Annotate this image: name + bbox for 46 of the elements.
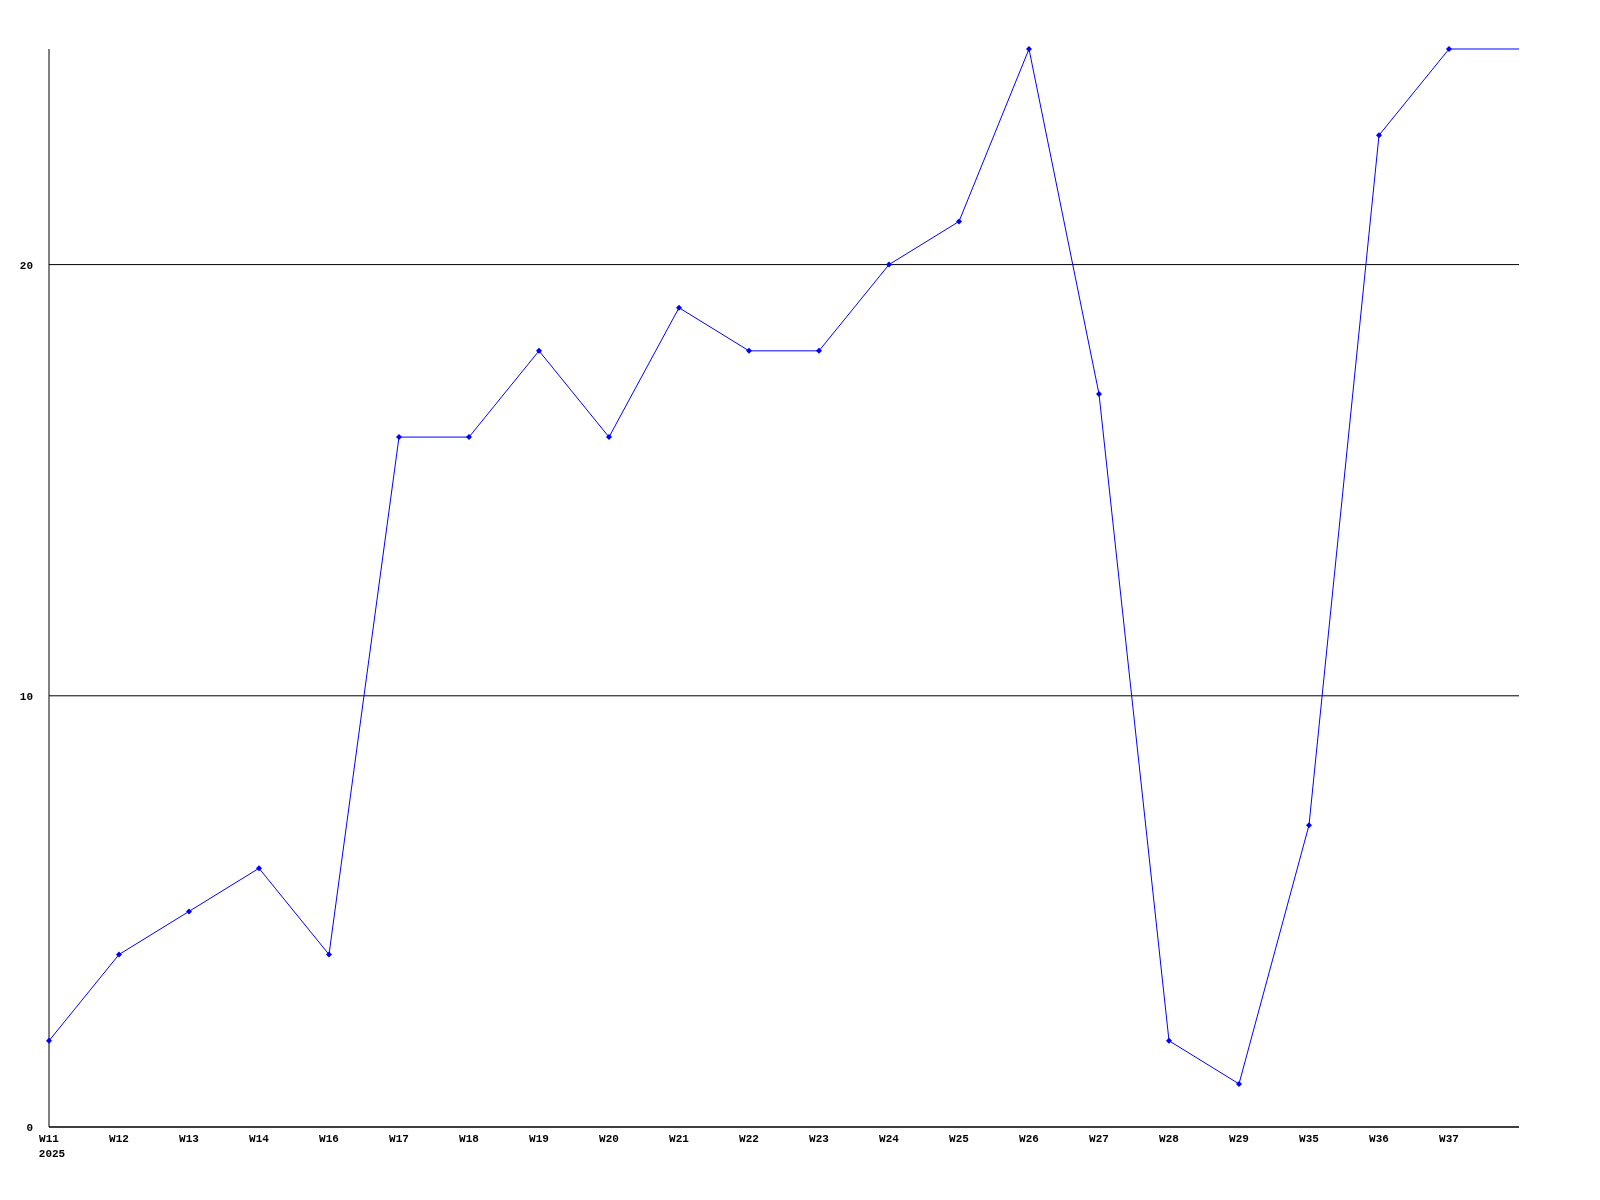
point — [256, 865, 262, 872]
point — [956, 218, 962, 225]
point — [1306, 822, 1312, 829]
x-tick-label: W19 — [529, 1133, 549, 1145]
y-tick-label: 20 — [19, 259, 33, 272]
point — [326, 951, 332, 958]
point — [186, 908, 192, 915]
x-tick-label: W20 — [599, 1133, 619, 1145]
point — [466, 434, 472, 441]
x-tick-label: W11 — [39, 1133, 60, 1145]
x-tick-label: W26 — [1019, 1133, 1039, 1145]
x-tick-label: W12 — [109, 1133, 129, 1145]
x-tick-label: W35 — [1299, 1133, 1320, 1145]
x-tick-label: W29 — [1229, 1133, 1249, 1145]
point — [1236, 1080, 1242, 1087]
x-tick-label: W23 — [809, 1133, 830, 1145]
point — [886, 261, 892, 268]
x-tick-label: W27 — [1089, 1133, 1109, 1145]
x-tick-label: W21 — [669, 1133, 690, 1145]
point — [536, 347, 542, 354]
point — [746, 347, 752, 354]
x-tick-label: W28 — [1159, 1133, 1180, 1145]
point — [1446, 46, 1452, 52]
y-tick-label: 10 — [19, 690, 33, 703]
point — [46, 1037, 52, 1044]
point — [116, 951, 122, 958]
y-tick-label: 0 — [26, 1122, 33, 1134]
point — [816, 347, 822, 354]
x-tick-label: W16 — [319, 1133, 339, 1145]
point — [1376, 132, 1382, 139]
point — [676, 304, 682, 311]
x-tick-label: W13 — [179, 1133, 200, 1145]
x-tick-label: W17 — [389, 1133, 409, 1145]
x-tick-label: W22 — [739, 1133, 759, 1145]
x-tick-label: W37 — [1439, 1133, 1459, 1145]
x-tick-label: W25 — [949, 1133, 970, 1145]
point — [1166, 1037, 1172, 1044]
text: 2025 — [38, 1148, 66, 1160]
x-tick-label: W18 — [459, 1133, 480, 1145]
point — [606, 434, 612, 441]
x-tick-label: W24 — [879, 1133, 900, 1145]
x-tick-label: W14 — [249, 1133, 270, 1145]
point — [1096, 390, 1102, 397]
point — [396, 434, 402, 441]
point — [1026, 46, 1032, 52]
x-tick-label: W36 — [1369, 1133, 1389, 1145]
